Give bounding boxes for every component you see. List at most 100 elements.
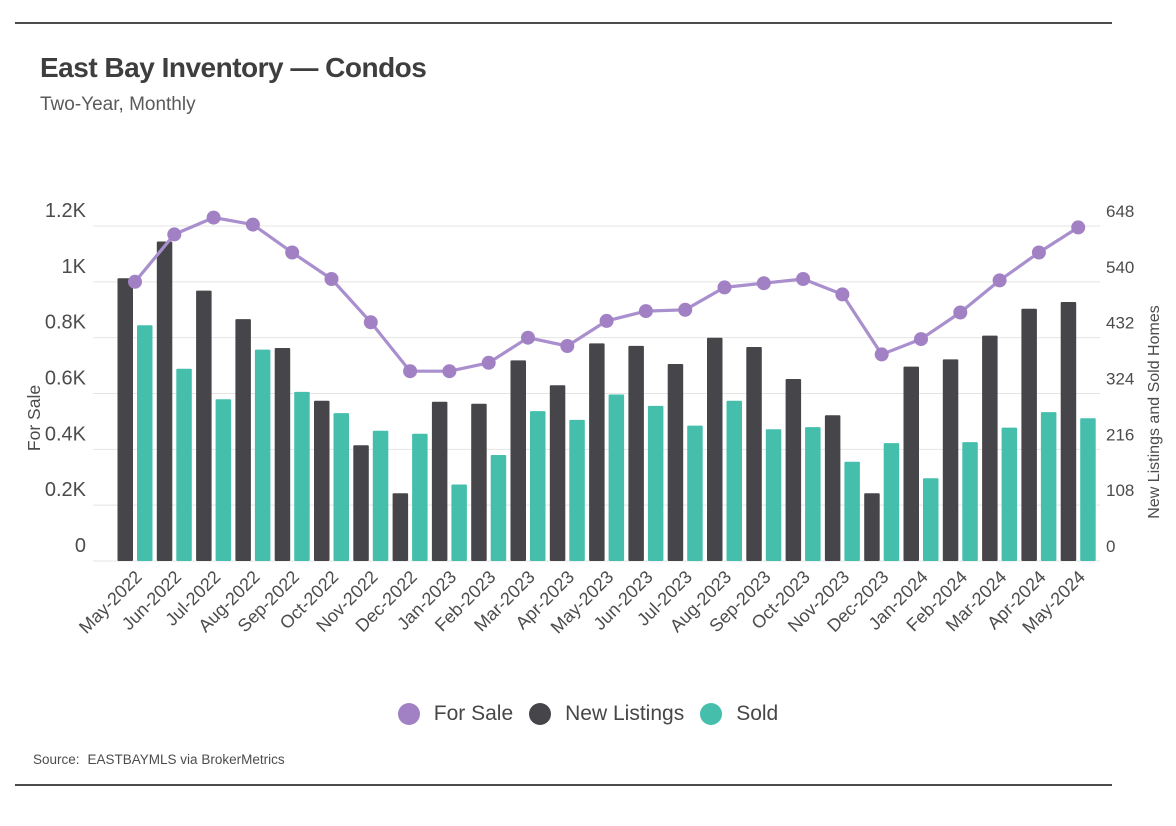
svg-text:0: 0 [75,535,86,557]
sold-bar [490,455,507,561]
for-sale-point [874,347,889,362]
chart-canvas: 0 0.2K 0.4K 0.6K 0.8K 1K 1.2K 0 108 216 324 432 540 6… [24,200,1163,638]
legend-item-new-listings[interactable]: New Listings [529,702,684,726]
for-sale-point [245,217,260,232]
right-axis-ticks: 0 108 216 324 432 540 648 [1106,202,1134,556]
new-listings-bar [117,278,133,561]
new-listings-bar [353,445,369,561]
page-title: East Bay Inventory — Condos [40,52,427,83]
sold-bar [1001,427,1018,561]
for-sale-point [481,355,496,370]
sold-bar [412,433,428,561]
sold-bar [883,443,900,561]
sold-bar [923,478,939,561]
sold-bar [1040,412,1057,561]
sold-bar [844,461,860,561]
for-sale-point [992,273,1007,288]
for-sale-point [678,302,693,317]
chart-legend: For Sale New Listings Sold [0,702,1176,726]
for-sale-point [363,315,378,330]
svg-text:648: 648 [1106,202,1134,221]
svg-text:0: 0 [1106,537,1115,556]
page-subtitle: Two-Year, Monthly [40,94,196,115]
sold-bar [687,425,703,561]
new-listings-bar [235,319,251,561]
new-listings [117,241,1077,561]
for-sale-point [756,276,771,291]
svg-text:432: 432 [1106,314,1134,333]
sold-bar [176,368,192,561]
svg-text:1K: 1K [62,256,87,278]
svg-text:540: 540 [1106,258,1134,277]
new-listings-bar [942,359,959,561]
legend-label-for-sale: For Sale [433,702,514,725]
legend-label-new-listings: New Listings [565,702,685,725]
sold-bar [254,349,271,561]
new-listings-bar [549,385,566,561]
for-sale-point [796,272,811,286]
chart-header: East Bay Inventory — Condos Two-Year, Mo… [40,52,427,116]
for-sale-point [128,274,142,289]
new-listings-bar [667,364,684,561]
new-listings-bar [431,401,448,561]
right-axis-title: New Listings and Sold Homes [1146,305,1163,518]
svg-text:0.6K: 0.6K [45,368,87,390]
legend-item-sold[interactable]: Sold [700,702,778,726]
for-sale-points [128,210,1086,379]
sold-bar [647,405,664,561]
new-listings-bar [156,241,173,561]
svg-text:0.8K: 0.8K [45,312,87,334]
new-listings-swatch-icon [529,703,552,725]
new-listings-bar [1060,302,1077,561]
svg-text:216: 216 [1106,425,1134,444]
for-sale-point [599,313,614,328]
new-listings-bar [982,335,998,561]
source-note: Source: EASTBAYMLS via BrokerMetrics [33,752,285,767]
sold-bar [294,391,310,561]
legend-item-for-sale[interactable]: For Sale [397,702,514,726]
sold-bar [805,427,821,561]
for-sale-point [521,330,535,345]
sold-bar [726,400,742,561]
for-sale-point [324,272,339,286]
for-sale-point [206,210,221,225]
svg-text:108: 108 [1106,481,1134,500]
sold-bar [962,442,978,561]
sold-swatch-icon [700,703,723,725]
new-listings-bar [707,337,723,561]
sold-bar [569,419,585,561]
x-axis-labels: May-2022Jun-2022Jul-2022Aug-2022Sep-2022… [75,567,1089,638]
for-sale-point [442,364,457,379]
bottom-divider [15,784,1112,786]
new-listings-bar [274,348,291,561]
new-listings-bar [314,400,330,561]
legend-label-sold: Sold [736,702,779,725]
sold [137,325,1096,561]
new-listings-bar [903,366,919,561]
new-listings-bar [589,343,605,561]
sold-bar [608,394,625,561]
sold-bar [451,484,467,561]
for-sale-point [285,245,300,260]
new-listings-bar [824,415,841,561]
for-sale-point [1031,245,1046,260]
sold-bar [137,325,153,561]
new-listings-bar [746,347,762,561]
sold-bar [372,430,389,561]
source-label: Source: [33,752,80,767]
new-listings-bar [1021,308,1037,561]
new-listings-bar [628,345,644,561]
new-listings-bar [510,360,526,561]
new-listings-bar [864,493,880,561]
for-sale-point [560,339,575,353]
top-divider [15,22,1112,24]
left-axis-ticks: 0 0.2K 0.4K 0.6K 0.8K 1K 1.2K [45,200,87,557]
for-sale-swatch-icon [397,703,420,725]
source-value: EASTBAYMLS via BrokerMetrics [87,752,285,767]
for-sale-point [638,304,653,319]
new-listings-bar [392,493,409,561]
for-sale-point [167,227,182,242]
new-listings-bar [196,290,212,561]
new-listings-bar [471,403,487,561]
sold-bar [333,413,349,561]
